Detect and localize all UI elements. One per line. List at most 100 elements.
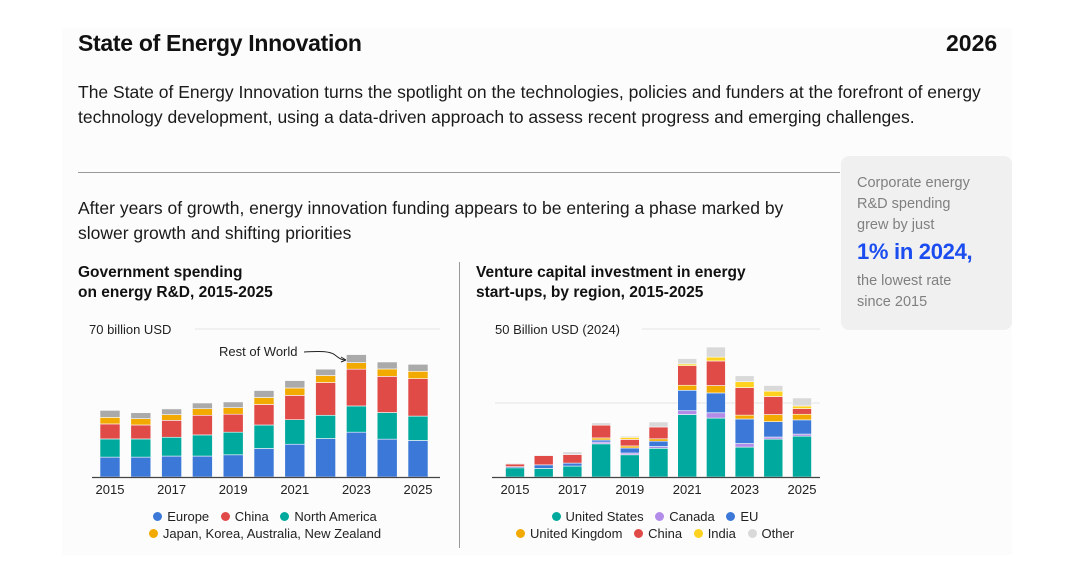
bar-segment-rest-of-world-2021 bbox=[284, 380, 306, 389]
bar-segment-north-america-2023 bbox=[346, 405, 367, 433]
bar-segment-other-2022 bbox=[706, 346, 726, 358]
bar-segment-rest-of-world-2023 bbox=[346, 354, 367, 363]
bar-segment-china-2019 bbox=[620, 439, 640, 447]
x-tick-label: 2021 bbox=[673, 482, 702, 497]
legend-label: Europe bbox=[167, 509, 210, 524]
legend-item: United States bbox=[551, 508, 644, 525]
bar-segment-europe-2021 bbox=[284, 443, 306, 478]
legend-label: United Kingdom bbox=[529, 526, 623, 541]
legend-item: Canada bbox=[655, 508, 715, 525]
callout-line: grew by just bbox=[857, 217, 935, 233]
bar-segment-japan-korea-australia-new-zealand-2020 bbox=[253, 397, 275, 405]
legend-item: United Kingdom bbox=[515, 525, 623, 542]
bar-segment-united-kingdom-2023 bbox=[734, 414, 755, 420]
bar-segment-japan-korea-australia-new-zealand-2017 bbox=[161, 414, 182, 421]
legend-label: United States bbox=[565, 509, 644, 524]
bar-segment-united-kingdom-2018 bbox=[591, 437, 611, 441]
bar-segment-india-2023 bbox=[734, 381, 755, 388]
bar-segment-united-states-2025 bbox=[792, 435, 812, 478]
bar-segment-united-states-2021 bbox=[677, 414, 697, 478]
bar-segment-eu-2019 bbox=[620, 447, 640, 454]
bar-segment-rest-of-world-2016 bbox=[130, 412, 152, 419]
bar-segment-eu-2016 bbox=[533, 464, 554, 469]
bar-segment-other-2018 bbox=[591, 422, 611, 426]
bar-segment-europe-2025 bbox=[407, 440, 429, 478]
bar-segment-canada-2024 bbox=[763, 436, 784, 440]
callout-line: R&D spending bbox=[857, 196, 951, 212]
bar-segment-eu-2021 bbox=[677, 389, 697, 411]
annotation-rest-of-world: Rest of World bbox=[219, 344, 298, 359]
bar-segment-rest-of-world-2019 bbox=[222, 401, 244, 408]
legend-label: Japan, Korea, Australia, New Zealand bbox=[162, 526, 382, 541]
bar-segment-other-2019 bbox=[620, 435, 640, 438]
report-year: 2026 bbox=[946, 30, 998, 56]
bar-segment-other-2020 bbox=[648, 421, 669, 428]
bar-segment-china-2018 bbox=[192, 414, 213, 436]
legend-item: Europe bbox=[153, 508, 209, 525]
chart-title-line: Venture capital investment in energy bbox=[476, 264, 746, 281]
bar-segment-united-states-2019 bbox=[620, 454, 640, 478]
bar-segment-china-2017 bbox=[562, 454, 583, 464]
legend-label: Canada bbox=[669, 509, 715, 524]
chart-title-line: start-ups, by region, 2015-2025 bbox=[476, 284, 704, 301]
subheading: After years of growth, energy innovation… bbox=[78, 198, 784, 243]
legend-dot bbox=[148, 529, 158, 538]
callout-line: since 2015 bbox=[857, 294, 928, 310]
arrow-head-icon bbox=[340, 356, 348, 363]
chart-divider bbox=[459, 262, 460, 548]
bar-segment-eu-2022 bbox=[706, 392, 726, 414]
bar-segment-north-america-2025 bbox=[407, 415, 429, 441]
bar-segment-united-states-2018 bbox=[591, 443, 611, 478]
legend-item: EU bbox=[726, 508, 758, 525]
bar-segment-china-2024 bbox=[763, 396, 784, 415]
legend-label: Other bbox=[761, 526, 795, 541]
bar-segment-canada-2023 bbox=[734, 443, 755, 448]
bar-segment-rest-of-world-2022 bbox=[315, 368, 336, 376]
bar-segment-china-2018 bbox=[591, 424, 611, 439]
bar-segment-rest-of-world-2024 bbox=[376, 361, 398, 370]
legend-dot bbox=[551, 512, 561, 521]
legend-item: China bbox=[220, 508, 269, 525]
bar-segment-rest-of-world-2018 bbox=[192, 402, 213, 410]
bar-segment-japan-korea-australia-new-zealand-2019 bbox=[222, 407, 244, 415]
bar-segment-north-america-2024 bbox=[376, 412, 398, 440]
legend-dot bbox=[655, 512, 665, 521]
bar-segment-other-2017 bbox=[562, 451, 583, 455]
bar-segment-eu-2023 bbox=[734, 418, 755, 444]
legend-label: China bbox=[234, 509, 269, 524]
bar-segment-other-2015 bbox=[505, 462, 525, 465]
bar-segment-japan-korea-australia-new-zealand-2021 bbox=[284, 387, 306, 396]
bar-segment-north-america-2020 bbox=[253, 424, 275, 449]
bar-segment-europe-2018 bbox=[192, 455, 213, 478]
bar-segment-europe-2023 bbox=[346, 431, 367, 478]
annotation-arrow bbox=[303, 350, 347, 361]
chart-title-line: Government spending bbox=[78, 264, 243, 281]
bar-segment-japan-korea-australia-new-zealand-2022 bbox=[315, 375, 336, 383]
bar-segment-north-america-2015 bbox=[99, 438, 121, 458]
y-axis-label: 70 billion USD bbox=[89, 322, 171, 337]
bar-segment-europe-2015 bbox=[99, 456, 121, 478]
bar-segment-japan-korea-australia-new-zealand-2024 bbox=[376, 368, 398, 377]
bar-segment-other-2016 bbox=[533, 454, 554, 456]
bar-segment-canada-2021 bbox=[677, 410, 697, 415]
bar-segment-other-2025 bbox=[792, 397, 812, 407]
chart-title-line: on energy R&D, 2015-2025 bbox=[78, 284, 273, 301]
bar-segment-north-america-2019 bbox=[222, 431, 244, 456]
callout-box: Corporate energy R&D spending grew by ju… bbox=[841, 156, 1012, 330]
bar-segment-north-america-2021 bbox=[284, 419, 306, 445]
intro-paragraph: The State of Energy Innovation turns the… bbox=[78, 82, 981, 127]
legend-gov: Europe China North America Japan, Korea,… bbox=[80, 508, 450, 542]
legend-dot bbox=[153, 512, 163, 521]
bar-segment-other-2021 bbox=[677, 358, 697, 365]
bar-segment-china-2021 bbox=[284, 395, 306, 421]
legend-item: Japan, Korea, Australia, New Zealand bbox=[148, 525, 382, 542]
legend-dot bbox=[693, 529, 703, 538]
x-tick-label: 2025 bbox=[788, 482, 817, 497]
page-title: State of Energy Innovation bbox=[78, 30, 362, 56]
bar-segment-north-america-2022 bbox=[315, 414, 336, 439]
bar-segment-china-2024 bbox=[376, 376, 398, 413]
bar-segment-united-kingdom-2024 bbox=[763, 414, 784, 422]
x-tick-label: 2019 bbox=[615, 482, 644, 497]
x-tick-label: 2015 bbox=[96, 482, 125, 497]
bar-segment-china-2015 bbox=[99, 423, 121, 440]
